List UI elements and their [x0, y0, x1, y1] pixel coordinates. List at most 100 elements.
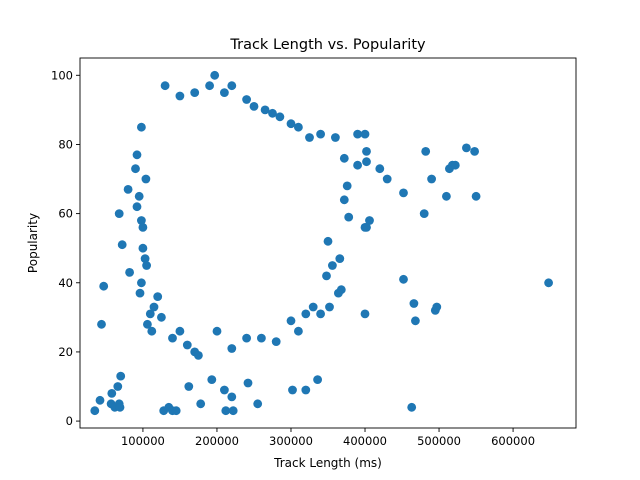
data-point [194, 351, 203, 360]
data-point [132, 150, 142, 160]
data-point [419, 209, 429, 219]
data-point [471, 191, 481, 201]
y-tick-label: 100 [51, 68, 73, 82]
data-point [137, 216, 146, 225]
data-point [131, 164, 140, 174]
data-point [140, 254, 150, 263]
data-point [382, 174, 392, 184]
y-tick-label: 20 [58, 345, 73, 359]
data-point [288, 385, 297, 395]
data-point [160, 81, 170, 91]
data-point [432, 302, 442, 312]
data-point [123, 185, 133, 194]
data-point [544, 278, 553, 288]
data-point [242, 333, 252, 343]
data-point [227, 81, 237, 91]
data-point [336, 285, 346, 295]
data-point [442, 191, 451, 201]
data-point [142, 261, 152, 270]
data-point [138, 243, 148, 253]
data-point [134, 191, 144, 201]
data-point [305, 133, 314, 142]
data-point [196, 399, 206, 409]
data-point [138, 223, 148, 232]
data-point [275, 112, 285, 122]
data-point [221, 406, 231, 416]
data-point [137, 278, 146, 288]
data-point [339, 195, 349, 205]
y-tick-label: 80 [58, 137, 73, 151]
data-point [342, 181, 352, 191]
x-tick-label: 500000 [417, 434, 461, 448]
data-point [462, 143, 471, 153]
data-points [90, 70, 553, 416]
data-point [220, 88, 229, 97]
data-point [339, 153, 349, 163]
data-point [365, 216, 374, 225]
data-point [328, 261, 337, 270]
data-point [360, 129, 370, 139]
data-point [171, 406, 181, 416]
data-point [205, 81, 215, 91]
data-point [227, 344, 237, 353]
data-point [190, 88, 200, 97]
data-point [362, 223, 371, 232]
data-point [260, 105, 270, 115]
data-point [286, 119, 296, 129]
data-point [470, 147, 479, 156]
data-point [113, 382, 123, 391]
data-point [97, 319, 106, 329]
data-point [257, 333, 266, 343]
data-point [175, 91, 185, 101]
data-point [375, 164, 385, 174]
data-point [323, 236, 333, 246]
data-point [137, 122, 146, 132]
data-point [115, 402, 125, 412]
data-point [313, 375, 322, 384]
data-point [182, 340, 192, 350]
data-point [335, 254, 345, 263]
data-point [95, 395, 105, 405]
data-point [362, 157, 371, 167]
data-point [99, 281, 109, 291]
data-point [135, 288, 145, 298]
data-point [308, 302, 318, 312]
data-point [132, 202, 142, 212]
data-point [362, 147, 371, 156]
data-point [114, 209, 124, 219]
data-point [227, 392, 237, 402]
data-point [450, 160, 460, 170]
plot-area-frame [79, 57, 577, 429]
data-point [301, 309, 311, 319]
data-point [145, 309, 155, 319]
data-point [90, 406, 100, 416]
data-point [168, 333, 177, 343]
data-point [411, 316, 420, 326]
data-point [242, 95, 252, 104]
data-point [107, 389, 117, 398]
data-point [421, 147, 431, 156]
data-point [322, 271, 331, 281]
data-point [249, 102, 259, 111]
data-point [268, 108, 277, 118]
data-point [399, 188, 408, 198]
data-point [147, 326, 157, 336]
x-tick-label: 600000 [491, 434, 535, 448]
data-point [353, 129, 362, 139]
data-point [353, 160, 362, 170]
y-tick-label: 60 [58, 207, 73, 221]
data-point [294, 326, 303, 336]
x-tick-label: 300000 [269, 434, 313, 448]
data-point [344, 212, 354, 222]
y-tick-label: 0 [66, 414, 73, 428]
data-point [149, 302, 159, 312]
data-point [175, 326, 185, 336]
data-point [331, 133, 340, 142]
data-point [143, 319, 152, 329]
data-point [360, 309, 370, 319]
y-axis-ticks: 0 20 40 60 80 100 [51, 68, 80, 428]
data-point [409, 299, 419, 308]
data-point [141, 174, 151, 184]
